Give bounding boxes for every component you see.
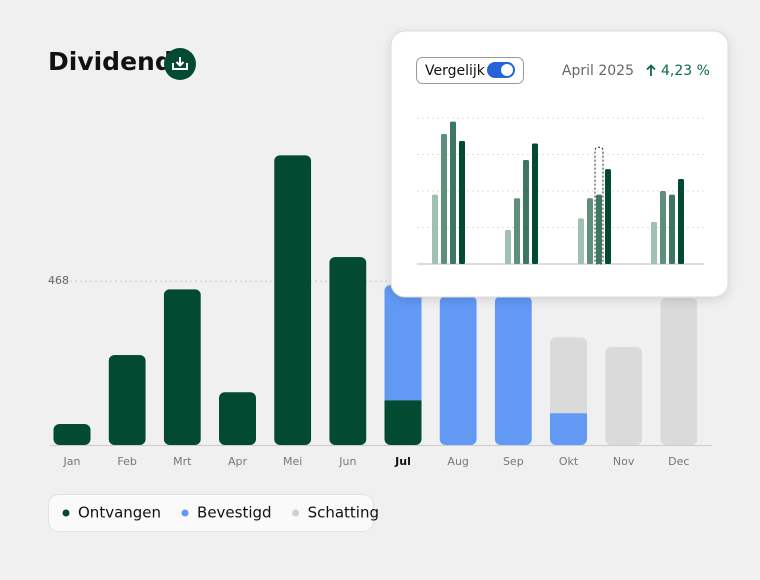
outline-bar (594, 146, 604, 265)
compare-chart (417, 117, 704, 265)
compare-popup: Vergelijk April 2025 4,23 % (390, 30, 729, 298)
legend-dot (62, 509, 70, 517)
bar-segment (384, 285, 422, 401)
bar-segment (494, 296, 532, 445)
bar-stack (108, 355, 146, 445)
bar-stack (494, 296, 532, 445)
bar-segment (439, 296, 477, 445)
mini-bar (660, 191, 666, 264)
legend-label: Ontvangen (78, 504, 161, 522)
bar-stack (384, 285, 422, 445)
x-tick-label: Jun (338, 455, 356, 468)
toggle-knob (501, 64, 513, 76)
mini-bar (523, 159, 529, 264)
legend-label: Schatting (308, 504, 379, 522)
y-tick-label: 468 (48, 274, 69, 287)
bar-segment (384, 400, 422, 445)
mini-bar (532, 143, 538, 264)
main-chart: 468 Jan Feb Mrt Apr Mei Jun Jul Aug Sep Okt Nov Dec (48, 155, 712, 468)
up-arrow (646, 64, 656, 76)
mini-bar (432, 194, 438, 264)
legend-dot (181, 509, 189, 517)
bar-stack (219, 392, 256, 445)
bar-segment (163, 289, 201, 445)
x-tick-label: Okt (559, 455, 579, 468)
bar-stack (605, 347, 643, 445)
mini-bar (596, 194, 602, 264)
toggle-switch[interactable] (487, 62, 515, 78)
bar-segment (53, 424, 91, 445)
bar-stack (329, 257, 367, 445)
legend-dot (292, 509, 300, 517)
page-title: Dividend (48, 47, 173, 76)
mini-bar (605, 169, 611, 264)
bar-segment (550, 337, 587, 414)
period: April 2025 (562, 63, 634, 79)
x-tick-label: Jan (63, 455, 81, 468)
x-tick-label: Mrt (173, 455, 192, 468)
bar-segment (274, 155, 312, 445)
mini-bar (651, 222, 657, 264)
change: 4,23 % (661, 63, 710, 79)
mini-bar (669, 194, 675, 264)
bar-stack (163, 289, 201, 445)
x-tick-label: Mei (283, 455, 302, 468)
mini-bar (587, 198, 593, 264)
mini-bar (450, 121, 456, 265)
legend (48, 494, 374, 532)
bar-stack (550, 337, 587, 445)
bar-segment (660, 298, 698, 445)
bar-segment (605, 347, 643, 445)
x-tick-label: Sep (503, 455, 524, 468)
mini-bar (514, 198, 520, 264)
bar-segment (219, 392, 256, 445)
mini-bar (678, 178, 684, 264)
x-tick-label: Aug (447, 455, 468, 468)
bar-stack (660, 298, 698, 445)
bar-segment (108, 355, 146, 445)
download-button[interactable] (164, 48, 196, 80)
bar-stack (439, 296, 477, 445)
mini-bar (505, 230, 511, 264)
bar-stack (53, 424, 91, 445)
mini-bar (578, 218, 584, 264)
mini-bar (459, 140, 465, 264)
x-tick-label: Nov (613, 455, 635, 468)
x-tick-label: Feb (117, 455, 136, 468)
x-tick-label: Apr (228, 455, 248, 468)
legend-label: Bevestigd (197, 504, 272, 522)
bar-segment (550, 413, 587, 445)
bar-stack (274, 155, 312, 445)
mini-bar (441, 134, 447, 264)
x-tick-label: Jul (394, 455, 411, 468)
toggle-label[interactable]: Vergelijk (425, 63, 486, 79)
bar-segment (329, 257, 367, 445)
x-tick-label: Dec (668, 455, 689, 468)
